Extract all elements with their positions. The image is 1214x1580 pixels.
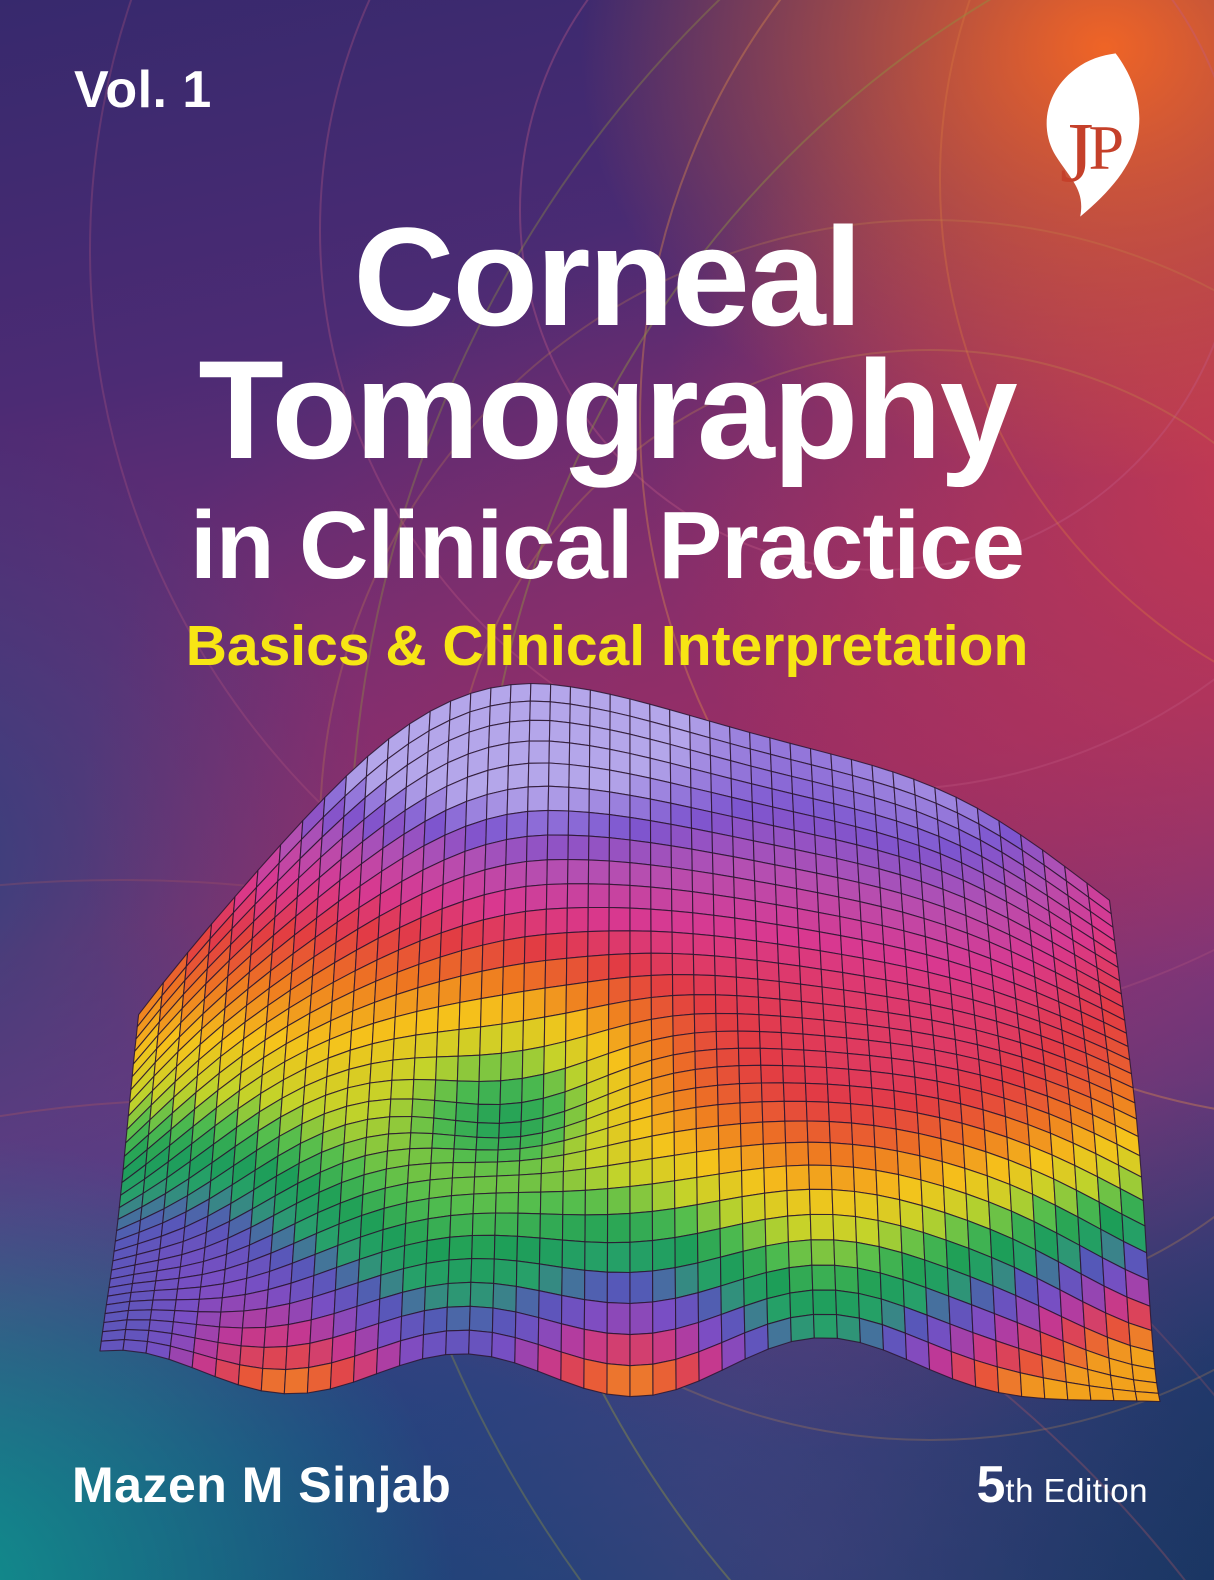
monogram-letter-j: J: [1059, 104, 1094, 200]
title-line-1: Corneal: [353, 198, 862, 355]
author-name: Mazen M Sinjab: [72, 1457, 452, 1513]
volume-label: Vol. 1: [74, 61, 212, 119]
publisher-monogram: JP: [1044, 90, 1140, 200]
title-line-3: in Clinical Practice: [190, 492, 1025, 599]
publisher-logo: JP: [1034, 48, 1152, 222]
subtitle: Basics & Clinical Interpretation: [185, 614, 1029, 678]
title-line-2: Tomography: [198, 331, 1017, 488]
monogram-letter-p: P: [1088, 112, 1125, 183]
jaypee-leaf-icon: [1046, 53, 1140, 217]
edition-number: 5: [976, 1456, 1006, 1514]
edition-suffix: th Edition: [1005, 1472, 1148, 1509]
title-block: Corneal Tomography in Clinical Practice …: [0, 198, 1214, 678]
